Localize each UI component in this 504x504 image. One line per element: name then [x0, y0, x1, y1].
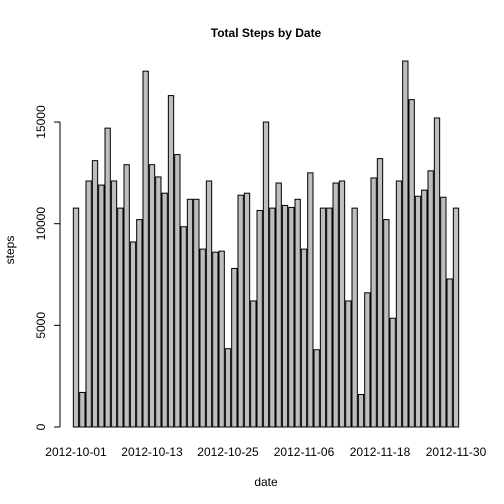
bar	[452, 207, 460, 428]
bar	[155, 176, 162, 428]
bar	[98, 184, 105, 428]
bar	[357, 393, 365, 428]
chart-title: Total Steps by Date	[211, 26, 322, 40]
bar	[186, 198, 194, 428]
bar	[167, 95, 175, 428]
bar	[338, 180, 346, 428]
bar	[193, 198, 200, 428]
bar	[433, 117, 441, 428]
bar	[395, 180, 403, 428]
bar	[326, 207, 333, 428]
bar	[85, 180, 92, 428]
bar	[104, 127, 111, 428]
bar	[300, 248, 308, 428]
x-tick-label: 2012-11-30	[426, 445, 487, 459]
y-axis-label: steps	[3, 236, 17, 265]
bar	[161, 192, 168, 428]
bar	[319, 207, 327, 428]
bar	[237, 194, 244, 428]
bar	[281, 204, 289, 428]
bar	[212, 251, 219, 428]
bar	[446, 278, 453, 428]
bar	[351, 207, 358, 428]
bar	[256, 209, 263, 428]
bar	[136, 219, 143, 428]
bar	[408, 99, 415, 428]
x-tick-label: 2012-10-13	[121, 445, 183, 459]
bar	[421, 189, 428, 428]
bar	[174, 154, 181, 428]
bar	[345, 300, 352, 428]
y-tick-label: 5000	[34, 312, 48, 339]
bar	[389, 317, 396, 428]
bar	[205, 180, 213, 428]
bar	[288, 206, 295, 428]
bar	[364, 292, 371, 428]
bar	[427, 170, 434, 428]
bar	[218, 250, 225, 428]
bar	[332, 182, 339, 428]
bar	[129, 241, 137, 428]
bar	[383, 219, 390, 428]
bar	[275, 182, 282, 428]
y-tick-label: 15000	[34, 105, 48, 139]
bar	[370, 177, 377, 428]
bar	[148, 164, 156, 428]
x-tick-label: 2012-10-01	[45, 445, 107, 459]
bar	[110, 180, 118, 428]
bar	[402, 60, 409, 428]
bar	[269, 207, 276, 428]
bar	[307, 172, 314, 428]
bar	[142, 70, 149, 428]
bar	[313, 349, 320, 428]
x-axis-label: date	[254, 475, 278, 489]
bar	[117, 207, 124, 428]
y-tick-label: 0	[34, 423, 48, 430]
bar	[199, 248, 206, 428]
bar	[294, 198, 301, 428]
y-tick-label: 10000	[34, 207, 48, 241]
bar	[123, 164, 130, 428]
bar	[231, 267, 238, 428]
bar	[224, 348, 232, 428]
bar	[262, 121, 270, 428]
x-tick-label: 2012-11-18	[350, 445, 411, 459]
x-tick-label: 2012-11-06	[274, 445, 335, 459]
bar	[414, 195, 422, 428]
bar	[376, 158, 384, 428]
bar	[72, 207, 80, 428]
bar	[243, 192, 251, 428]
bar	[79, 391, 86, 428]
bar	[440, 196, 447, 428]
bar	[180, 226, 187, 428]
x-tick-label: 2012-10-25	[197, 445, 259, 459]
bar	[91, 160, 99, 428]
bar	[250, 300, 257, 428]
